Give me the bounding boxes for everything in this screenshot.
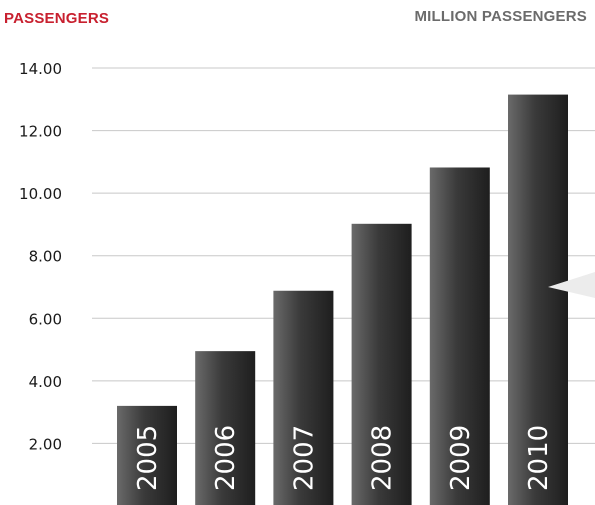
category-label: 2010 — [524, 425, 554, 491]
unit-label: MILLION PASSENGERS — [414, 8, 587, 25]
chart-title: PASSENGERS — [4, 10, 110, 27]
bar-2009 — [429, 167, 490, 505]
y-tick-label: 14.00 — [19, 60, 62, 78]
category-label: 2005 — [133, 425, 163, 491]
bar-2008 — [351, 223, 412, 505]
y-tick-label: 8.00 — [29, 248, 62, 266]
y-axis-ticks: 2.00 4.00 6.00 8.00 10.00 12.00 14.00 — [19, 60, 62, 453]
y-tick-label: 6.00 — [29, 310, 62, 328]
pointer-arrow-icon — [548, 272, 595, 298]
bar-2007 — [273, 290, 334, 505]
y-tick-label: 2.00 — [29, 435, 62, 453]
category-label: 2006 — [211, 425, 241, 491]
pointer — [548, 272, 595, 298]
bar-2006 — [195, 351, 256, 505]
y-tick-label: 4.00 — [29, 373, 62, 391]
category-label: 2009 — [446, 425, 476, 491]
y-tick-label: 12.00 — [19, 123, 62, 141]
bar-2010 — [508, 94, 568, 505]
category-label: 2008 — [368, 425, 398, 491]
y-tick-label: 10.00 — [19, 185, 62, 203]
category-label: 2007 — [289, 425, 319, 491]
bars: 2005 2006 2007 2008 2009 2010 — [117, 94, 568, 505]
bar-2005 — [117, 405, 177, 505]
